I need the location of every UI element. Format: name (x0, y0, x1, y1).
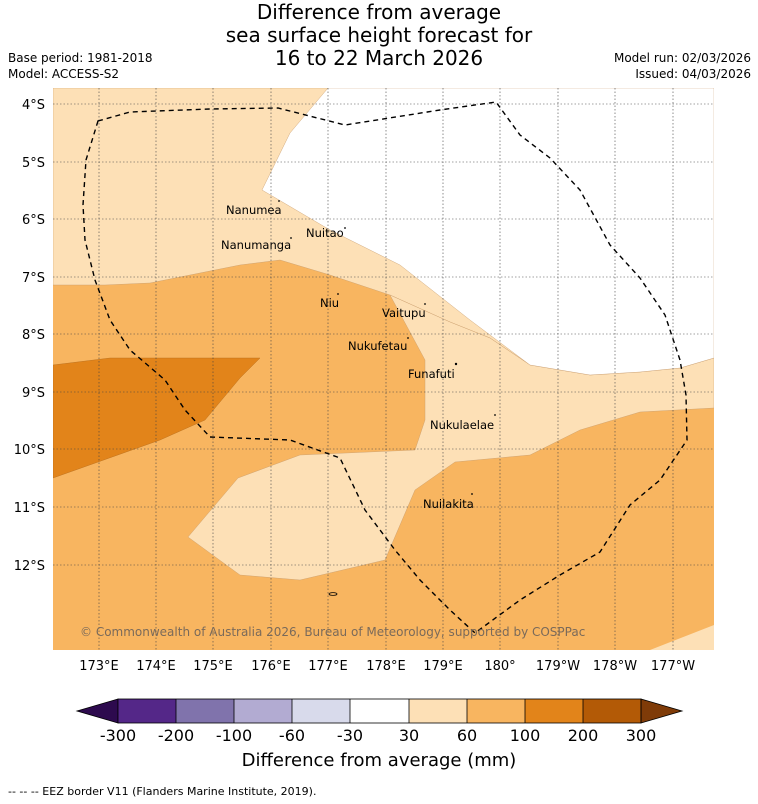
island-label-nuitao: Nuitao (306, 226, 344, 240)
colorbar-tick: 200 (568, 726, 599, 745)
region-30-60-corner (650, 625, 714, 650)
longitude-labels: 173°E 174°E 175°E 176°E 177°E 178°E 179°… (79, 659, 695, 674)
colorbar-bin (583, 699, 641, 723)
eez-legend-note: -- -- -- EEZ border V11 (Flanders Marine… (8, 785, 317, 798)
colorbar-title: Difference from average (mm) (241, 750, 517, 771)
lon-label: 177°E (308, 659, 348, 674)
colorbar-bin (525, 699, 583, 723)
lon-label: 177°W (651, 659, 695, 674)
island-label-nuilakita: Nuilakita (423, 497, 474, 511)
colorbar-tick: -30 (337, 726, 363, 745)
lat-label: 9°S (22, 386, 45, 401)
lon-label: 176°E (251, 659, 291, 674)
lat-label: 12°S (14, 559, 45, 574)
lat-label: 5°S (22, 156, 45, 171)
island-label-nukufetau: Nukufetau (348, 339, 407, 353)
title-line-3: 16 to 22 March 2026 (274, 46, 484, 70)
lat-label: 6°S (22, 213, 45, 228)
lon-label: 173°E (79, 659, 119, 674)
map-panel: Nanumea Nuitao Nanumanga Niu Vaitupu Nuk… (53, 88, 714, 650)
lon-label: 175°E (193, 659, 233, 674)
colorbar-bin (350, 699, 409, 723)
model-name: Model: ACCESS-S2 (8, 67, 120, 81)
colorbar-bin (118, 699, 176, 723)
lat-label: 10°S (14, 443, 45, 458)
colorbar-tick: 300 (626, 726, 657, 745)
island-label-nanumanga: Nanumanga (221, 238, 291, 252)
colorbar-tick: 100 (510, 726, 541, 745)
colorbar-tick: -60 (279, 726, 305, 745)
copyright-text: © Commonwealth of Australia 2026, Bureau… (80, 625, 585, 639)
lon-label: 174°E (136, 659, 176, 674)
issued-date: Issued: 04/03/2026 (635, 67, 751, 81)
colorbar: -300 -200 -100 -60 -30 30 60 100 200 300 (75, 698, 684, 745)
lon-label: 180° (484, 659, 515, 674)
colorbar-tick: 30 (399, 726, 419, 745)
colorbar-tick: -300 (100, 726, 136, 745)
lat-label: 7°S (22, 271, 45, 286)
colorbar-under-arrow (75, 698, 119, 724)
region-100-200 (53, 357, 261, 479)
colorbar-tick: -200 (158, 726, 194, 745)
island-label-funafuti: Funafuti (408, 367, 455, 381)
lat-label: 4°S (22, 98, 45, 113)
colorbar-bin (292, 699, 350, 723)
title-line-1: Difference from average (256, 0, 502, 24)
island-label-nanumea: Nanumea (226, 203, 282, 217)
lon-label: 179°E (423, 659, 463, 674)
colorbar-over-arrow (640, 698, 684, 724)
region-neutral (261, 88, 714, 376)
lat-label: 11°S (14, 501, 45, 516)
lon-label: 178°W (593, 659, 637, 674)
base-period: Base period: 1981-2018 (8, 51, 153, 65)
colorbar-bin (176, 699, 234, 723)
gridlines (53, 88, 714, 650)
lon-label: 179°W (536, 659, 580, 674)
island-markers (278, 200, 496, 596)
colorbar-bin (409, 699, 467, 723)
title-line-2: sea surface height forecast for (225, 23, 533, 47)
colorbar-tick: -100 (216, 726, 252, 745)
island-label-niu: Niu (320, 296, 339, 310)
model-run: Model run: 02/03/2026 (613, 51, 751, 65)
lat-label: 8°S (22, 328, 45, 343)
lon-label: 178°E (366, 659, 406, 674)
colorbar-bin (467, 699, 525, 723)
latitude-labels: 4°S 5°S 6°S 7°S 8°S 9°S 10°S 11°S 12°S (14, 98, 45, 574)
island-label-nukulaelae: Nukulaelae (430, 418, 494, 432)
island-label-vaitupu: Vaitupu (382, 306, 426, 320)
colorbar-tick: 60 (457, 726, 477, 745)
colorbar-bin (234, 699, 292, 723)
eez-border (82, 101, 688, 634)
